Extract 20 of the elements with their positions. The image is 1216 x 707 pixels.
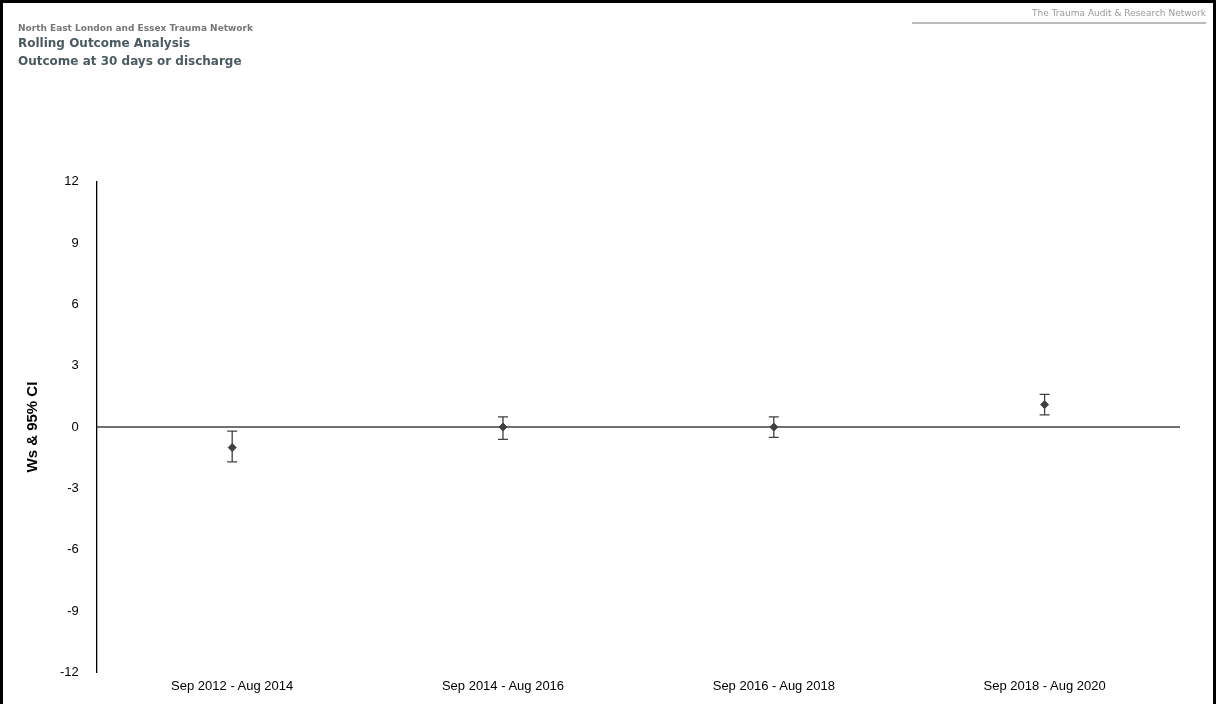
y-tick-label: 0 xyxy=(71,418,79,434)
y-tick-label: 3 xyxy=(71,357,79,373)
point xyxy=(769,422,779,432)
y-axis-title: Ws & 95% CI xyxy=(23,381,41,473)
y-tick-label: 9 xyxy=(71,234,79,250)
y-tick-label: 6 xyxy=(71,296,79,312)
x-tick-label: Sep 2016 - Aug 2018 xyxy=(712,677,835,693)
chart-title: Rolling Outcome Analysis xyxy=(18,36,191,50)
x-tick-label: Sep 2012 - Aug 2014 xyxy=(171,677,294,693)
y-tick-label: -6 xyxy=(67,541,79,557)
chart-subtitle: Outcome at 30 days or discharge xyxy=(18,54,242,68)
x-tick-label: Sep 2018 - Aug 2020 xyxy=(983,677,1106,693)
text: North East London and Essex Trauma Network xyxy=(18,23,253,33)
text: The Trauma Audit & Research Network xyxy=(912,8,1206,24)
point xyxy=(227,443,237,453)
y-tick-label: -9 xyxy=(67,602,79,618)
y-tick-label: -12 xyxy=(59,663,79,679)
y-tick-label: 12 xyxy=(64,173,79,189)
x-tick-label: Sep 2014 - Aug 2016 xyxy=(441,677,565,693)
y-tick-label: -3 xyxy=(67,480,79,495)
